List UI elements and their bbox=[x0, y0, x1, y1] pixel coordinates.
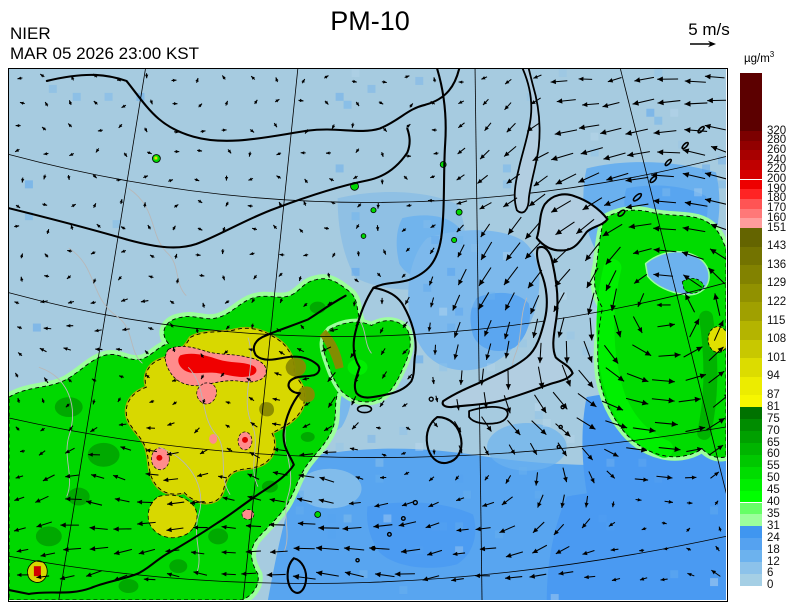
legend-color-cell bbox=[740, 208, 762, 219]
legend-color-cell bbox=[740, 395, 762, 408]
legend-color-cell bbox=[740, 218, 762, 228]
legend-color-cell bbox=[740, 150, 762, 161]
legend-color-cell bbox=[740, 189, 762, 199]
legend-color-cell bbox=[740, 454, 762, 467]
legend-color-cell bbox=[740, 358, 762, 377]
legend-tick-label: 320 bbox=[767, 124, 787, 137]
wind-scale-arrow-icon bbox=[686, 38, 720, 50]
legend-color-cell bbox=[740, 339, 762, 359]
legend-tick-label: 129 bbox=[767, 277, 787, 290]
legend-tick-label: 280 bbox=[767, 134, 787, 147]
legend-tick-label: 101 bbox=[767, 351, 787, 364]
legend-tick-label: 108 bbox=[767, 333, 787, 346]
legend-color-cell bbox=[740, 73, 762, 131]
legend-tick-label: 200 bbox=[767, 173, 787, 185]
legend-color-cell bbox=[740, 140, 762, 151]
legend-tick-label: 136 bbox=[767, 258, 787, 271]
legend-tick-label: 190 bbox=[767, 182, 787, 195]
legend-tick-label: 94 bbox=[767, 370, 780, 383]
legend-color-cell bbox=[740, 169, 762, 180]
legend-color-cell bbox=[740, 490, 762, 503]
legend-tick-label: 180 bbox=[767, 192, 787, 205]
page-title: PM-10 bbox=[330, 6, 410, 36]
legend-tick-label: 35 bbox=[767, 507, 780, 520]
legend-color-cell bbox=[740, 179, 762, 190]
legend-color-cell bbox=[740, 466, 762, 479]
legend-color-cell bbox=[740, 407, 762, 420]
legend-tick-label: 12 bbox=[767, 555, 780, 568]
legend-tick-label: 81 bbox=[767, 400, 780, 413]
legend-tick-label: 260 bbox=[767, 143, 787, 156]
coastline-layer bbox=[9, 69, 705, 596]
legend-color-cell bbox=[740, 538, 762, 551]
legend-tick-label: 122 bbox=[767, 295, 787, 308]
legend-tick-label: 65 bbox=[767, 436, 780, 449]
legend-color-cell bbox=[740, 419, 762, 432]
wind-vectors-layer bbox=[13, 73, 726, 582]
legend-color-cell bbox=[740, 321, 762, 340]
legend-tick-label: 18 bbox=[767, 543, 780, 556]
legend-color-cell bbox=[740, 283, 762, 303]
legend-tick-label: 60 bbox=[767, 448, 780, 461]
legend-color-cell bbox=[740, 246, 762, 266]
legend-tick-label: 70 bbox=[767, 424, 780, 437]
legend-tick-label: 75 bbox=[767, 412, 780, 425]
legend-color-cell bbox=[740, 302, 762, 321]
legend-tick-label: 31 bbox=[767, 519, 780, 532]
legend-color-cell bbox=[740, 131, 762, 141]
province-borders-layer bbox=[38, 187, 528, 575]
legend-color-cell bbox=[740, 562, 762, 574]
legend-color-cell bbox=[740, 160, 762, 170]
legend-color-cell bbox=[740, 265, 762, 284]
legend-color-cell bbox=[740, 228, 762, 247]
legend-tick-label: 24 bbox=[767, 531, 780, 544]
legend-unit: µg/m3 bbox=[744, 50, 775, 65]
agency-label: NIER bbox=[10, 24, 51, 43]
forecast-datetime: MAR 05 2026 23:00 KST bbox=[10, 44, 200, 63]
legend-tick-label: 87 bbox=[767, 388, 780, 401]
legend-color-cell bbox=[740, 573, 762, 586]
legend-tick-label: 220 bbox=[767, 163, 787, 176]
legend-color-cell bbox=[740, 550, 762, 562]
legend-tick-label: 0 bbox=[767, 579, 774, 592]
legend-tick-label: 143 bbox=[767, 240, 787, 253]
legend-color-cell bbox=[740, 502, 762, 515]
colorbar-legend: 320 280 260 240 220 200 190 180 170 160 151 143 136 1… bbox=[740, 73, 798, 593]
legend-color-cell bbox=[740, 478, 762, 491]
legend-tick-label: 160 bbox=[767, 211, 787, 224]
legend-tick-label: 45 bbox=[767, 484, 780, 497]
legend-color-cell bbox=[740, 198, 762, 209]
legend-color-cell bbox=[740, 431, 762, 443]
wind-scale-label: 5 m/s bbox=[688, 20, 730, 39]
legend-tick-label: 240 bbox=[767, 153, 787, 166]
legend-tick-label: 115 bbox=[767, 314, 786, 327]
legend-tick-label: 55 bbox=[767, 460, 780, 473]
legend-color-cell bbox=[740, 526, 762, 539]
legend-tick-label: 6 bbox=[767, 567, 774, 580]
legend-color-cell bbox=[740, 376, 762, 396]
legend-tick-label: 40 bbox=[767, 496, 780, 508]
legend-tick-label: 151 bbox=[767, 221, 787, 234]
legend-color-cell bbox=[740, 514, 762, 527]
legend-tick-label: 50 bbox=[767, 472, 780, 485]
pm10-map-canvas bbox=[8, 68, 728, 602]
legend-color-cell bbox=[740, 443, 762, 455]
legend-tick-label: 170 bbox=[767, 202, 787, 215]
